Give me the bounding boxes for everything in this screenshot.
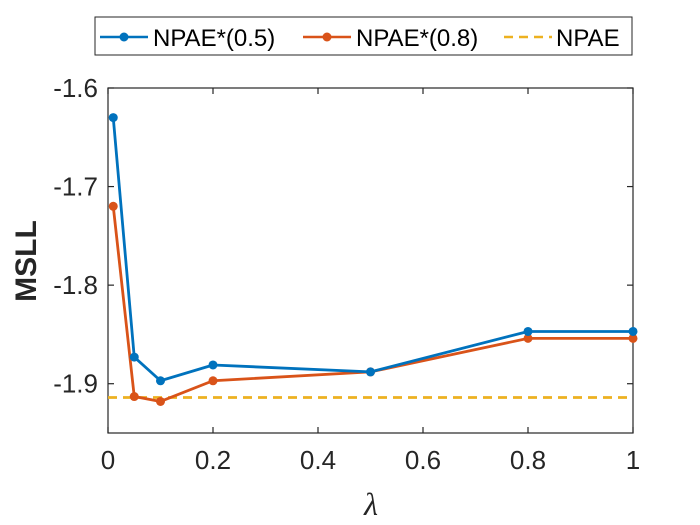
- x-axis-title: λ: [363, 486, 378, 522]
- y-tick-label: -1.9: [53, 369, 98, 399]
- legend-box: [94, 16, 633, 56]
- y-tick-label: -1.8: [53, 270, 98, 300]
- legend-item-npae: NPAE: [504, 25, 620, 52]
- series-layer: [108, 113, 638, 406]
- y-tick-label: -1.6: [53, 73, 98, 103]
- data-point-npae-0-8: [523, 333, 533, 343]
- legend: NPAE*(0.5) NPAE*(0.8) NPAE: [94, 16, 633, 56]
- data-point-npae-0-8: [156, 396, 165, 406]
- x-tick-label: 0: [101, 445, 115, 475]
- data-point-npae-0-5: [208, 360, 218, 370]
- data-point-npae-0-8: [628, 333, 638, 343]
- legend-marker-npae-0-5: [119, 32, 129, 42]
- y-axis-title: MSLL: [10, 220, 43, 302]
- data-point-npae-0-5: [156, 376, 165, 386]
- y-tick-label: -1.7: [53, 172, 98, 202]
- plot-area: [107, 87, 634, 434]
- data-point-npae-0-5: [108, 113, 118, 123]
- legend-item-npae-0-8: NPAE*(0.8): [303, 25, 478, 52]
- data-point-npae-0-5: [628, 326, 638, 336]
- data-point-npae-0-5: [366, 367, 375, 377]
- data-point-npae-0-8: [108, 201, 118, 211]
- x-tick-label: 0.8: [510, 445, 546, 475]
- legend-marker-npae-0-8: [322, 32, 332, 42]
- legend-item-npae-0-5: NPAE*(0.5): [100, 25, 275, 52]
- x-tick-label: 0.6: [405, 445, 441, 475]
- axis-ticks: 0 0.2 0.4 0.6 0.8 1 -1.6 -1.7 -1.8 -1.9: [53, 73, 640, 475]
- x-tick-label: 0.2: [195, 445, 231, 475]
- legend-label-npae-0-5: NPAE*(0.5): [153, 25, 275, 52]
- x-tick-label: 0.4: [300, 445, 336, 475]
- legend-label-npae-0-8: NPAE*(0.8): [356, 25, 478, 52]
- data-point-npae-0-8: [208, 376, 218, 386]
- legend-label-npae: NPAE: [556, 25, 620, 52]
- data-point-npae-0-8: [129, 392, 139, 402]
- x-tick-label: 1: [626, 445, 640, 475]
- data-point-npae-0-5: [129, 352, 139, 362]
- data-point-npae-0-5: [523, 326, 533, 336]
